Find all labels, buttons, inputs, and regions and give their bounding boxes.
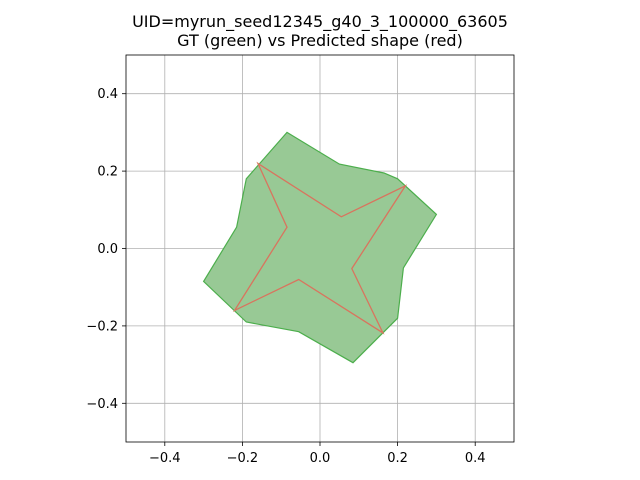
- x-tick-label: −0.2: [227, 451, 259, 466]
- x-tick-label: 0.2: [387, 451, 408, 466]
- x-tick-label: −0.4: [149, 451, 181, 466]
- ticks: −0.4 −0.2 0.0 0.2 0.4 −0.4 −0.2 0.0 0.2 0.4: [86, 87, 485, 466]
- chart-title-line-2: GT (green) vs Predicted shape (red): [177, 31, 463, 50]
- y-tick-label: −0.4: [86, 397, 118, 412]
- ground-truth-shape: [202, 131, 438, 364]
- y-tick-label: 0.4: [97, 87, 118, 102]
- y-tick-label: 0.0: [97, 242, 118, 257]
- x-tick-label: 0.0: [310, 451, 331, 466]
- chart-title: UID=myrun_seed12345_g40_3_100000_63605 G…: [132, 12, 508, 50]
- y-tick-label: −0.2: [86, 319, 118, 334]
- x-tick-label: 0.4: [465, 451, 486, 466]
- predicted-shape: [232, 161, 408, 335]
- series-layer: [202, 131, 438, 364]
- y-tick-label: 0.2: [97, 165, 118, 180]
- chart-title-line-1: UID=myrun_seed12345_g40_3_100000_63605: [132, 12, 508, 32]
